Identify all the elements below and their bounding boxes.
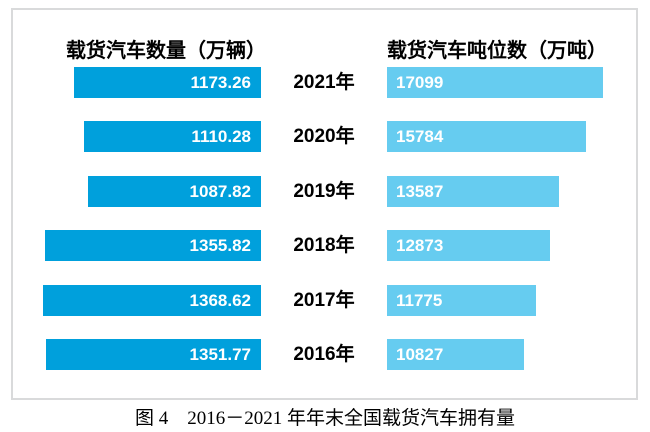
right-bar-zone: 12873	[387, 230, 636, 261]
left-bar-zone: 1351.77	[13, 339, 261, 370]
left-bar-value: 1110.28	[191, 127, 251, 146]
chart-row: 1368.62 2017年 11775	[13, 285, 636, 316]
left-bar-zone: 1355.82	[13, 230, 261, 261]
left-bar: 1173.26	[74, 67, 261, 98]
left-bar: 1087.82	[88, 176, 261, 207]
right-bar-zone: 11775	[387, 285, 636, 316]
left-bar: 1368.62	[43, 285, 261, 316]
chart-row: 1110.28 2020年 15784	[13, 121, 636, 152]
right-bar-zone: 15784	[387, 121, 636, 152]
year-label: 2020年	[293, 126, 355, 147]
left-bar: 1355.82	[45, 230, 261, 261]
right-bar-value: 11775	[396, 291, 443, 310]
right-bar: 17099	[387, 67, 603, 98]
chart-row: 1173.26 2021年 17099	[13, 67, 636, 98]
year-label: 2016年	[293, 344, 355, 365]
year-label: 2018年	[293, 235, 355, 256]
right-bar-value: 17099	[396, 73, 444, 92]
right-bar-value: 15784	[396, 127, 444, 146]
right-bar-value: 12873	[396, 236, 444, 255]
figure-caption: 图 4 2016－2021 年年末全国载货汽车拥有量	[134, 408, 515, 429]
left-bar-zone: 1173.26	[13, 67, 261, 98]
right-bar-value: 10827	[396, 345, 444, 364]
chart-row: 1355.82 2018年 12873	[13, 230, 636, 261]
chart-area: 载货汽车数量（万辆） 载货汽车吨位数（万吨） 1173.26 2021年 170…	[11, 8, 638, 400]
year-label: 2021年	[293, 72, 355, 93]
left-bar-value: 1355.82	[189, 236, 251, 255]
right-series-title: 载货汽车吨位数（万吨）	[387, 40, 607, 62]
right-bar: 11775	[387, 285, 536, 316]
left-bar-zone: 1110.28	[13, 121, 261, 152]
left-bar-value: 1351.77	[189, 345, 251, 364]
right-bar-zone: 10827	[387, 339, 636, 370]
left-bar-value: 1087.82	[189, 182, 251, 201]
left-bar-zone: 1087.82	[13, 176, 261, 207]
right-bar: 15784	[387, 121, 586, 152]
chart-row: 1351.77 2016年 10827	[13, 339, 636, 370]
right-bar: 12873	[387, 230, 550, 261]
right-bar: 10827	[387, 339, 524, 370]
year-label: 2017年	[293, 290, 355, 311]
right-bar-zone: 17099	[387, 67, 636, 98]
left-series-title: 载货汽车数量（万辆）	[66, 40, 266, 62]
left-bar-zone: 1368.62	[13, 285, 261, 316]
chart-row: 1087.82 2019年 13587	[13, 176, 636, 207]
right-bar-zone: 13587	[387, 176, 636, 207]
left-bar: 1351.77	[46, 339, 261, 370]
left-bar-value: 1173.26	[190, 73, 251, 92]
left-bar: 1110.28	[84, 121, 261, 152]
right-bar-value: 13587	[396, 182, 444, 201]
left-bar-value: 1368.62	[189, 291, 251, 310]
right-bar: 13587	[387, 176, 559, 207]
year-label: 2019年	[293, 181, 355, 202]
